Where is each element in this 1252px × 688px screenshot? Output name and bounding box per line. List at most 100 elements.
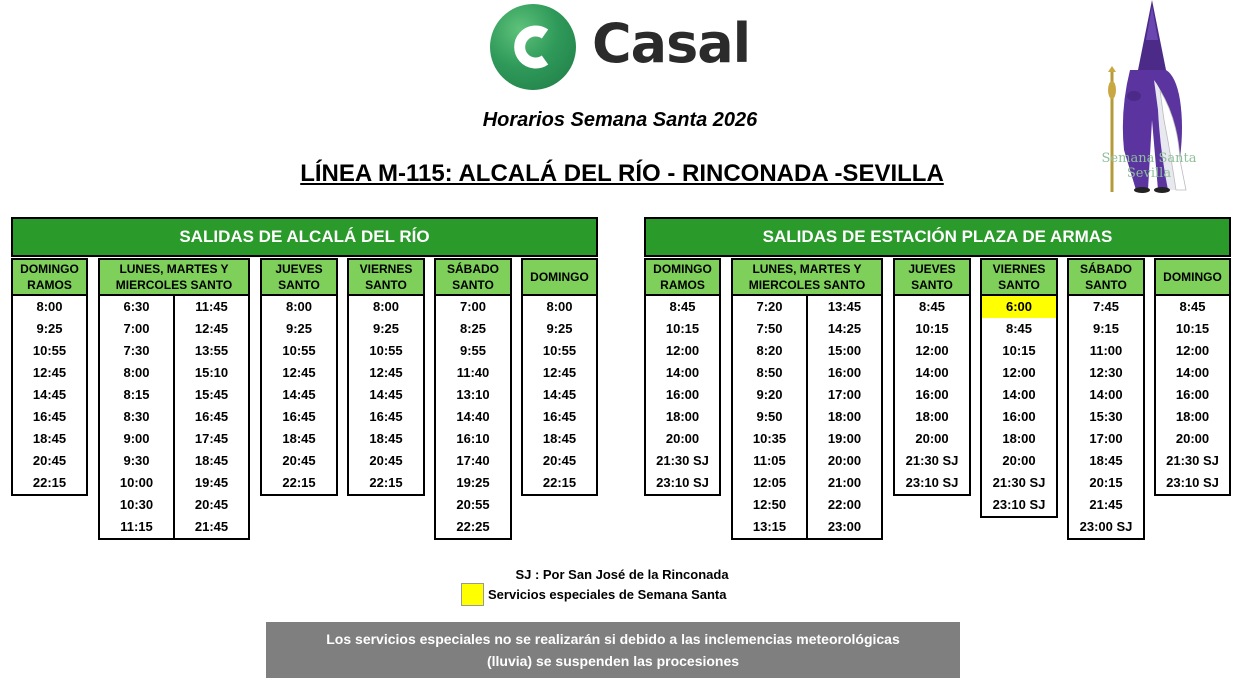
left-section-header: SALIDAS DE ALCALÁ DEL RÍO [11, 217, 598, 257]
time-cell: 11:15 [120, 519, 153, 534]
time-cell: 16:45 [32, 409, 67, 424]
col-header: JUEVES SANTO [262, 260, 336, 296]
time-cell: 14:45 [542, 387, 577, 402]
time-cell: 20:00 [827, 453, 862, 468]
time-cell: 10:55 [542, 343, 577, 358]
time-cell: 17:00 [827, 387, 862, 402]
time-cell: 9:55 [459, 343, 487, 358]
time-cell: 16:00 [915, 387, 949, 402]
time-cell: 15:45 [194, 387, 229, 402]
time-cell: 19:00 [827, 431, 862, 446]
time-cell: 20:45 [542, 453, 577, 468]
time-cell: 9:15 [1092, 321, 1120, 336]
time-cell: 18:45 [32, 431, 67, 446]
col-header: DOMINGO RAMOS [646, 260, 719, 296]
time-cell: 16:00 [1002, 409, 1036, 424]
time-cell: 21:30 SJ [992, 475, 1046, 490]
time-cell: 15:00 [827, 343, 862, 358]
col-header: SÁBADO SANTO [436, 260, 510, 296]
time-cell: 8:00 [372, 299, 400, 314]
nazareno-icon [1108, 0, 1187, 193]
right-col-domingo: DOMINGO 8:45 10:15 12:00 14:00 16:00 18:00 20:… [1154, 258, 1231, 496]
time-cell: 21:45 [1089, 497, 1123, 512]
time-cell: 18:00 [1002, 431, 1036, 446]
time-cell: 12:30 [1089, 365, 1123, 380]
time-cell: 14:00 [665, 365, 700, 380]
col-header: JUEVES SANTO [895, 260, 969, 296]
time-cell: 16:00 [827, 365, 862, 380]
weather-notice: Los servicios especiales no se realizará… [266, 622, 960, 678]
time-cell: 22:00 [827, 497, 862, 512]
time-cell: 23:10 SJ [1166, 475, 1219, 490]
legend-special-swatch [461, 583, 484, 606]
page-subtitle: Horarios Semana Santa 2026 [482, 109, 758, 131]
time-cell: 21:30 SJ [905, 453, 959, 468]
time-cell: 20:45 [369, 453, 403, 468]
time-cell: 18:00 [665, 409, 700, 424]
time-cell: 20:00 [665, 431, 700, 446]
time-cell: 8:45 [918, 299, 946, 314]
time-cell: 7:20 [756, 299, 783, 314]
time-cell: 8:00 [123, 365, 150, 380]
time-cell: 14:40 [456, 409, 490, 424]
left-col-jueves: JUEVES SANTO 8:00 9:25 10:55 12:45 14:45 16:4… [260, 258, 338, 496]
time-cell: 8:45 [1005, 321, 1033, 336]
time-cell: 10:15 [1002, 343, 1036, 358]
time-cell: 12:05 [752, 475, 787, 490]
brand-name: Casal [592, 12, 751, 75]
time-cell: 8:20 [756, 343, 783, 358]
right-col-viernes: VIERNES SANTO 6:00 8:45 10:15 12:00 14:00 16:… [980, 258, 1058, 518]
casal-logo [490, 4, 576, 90]
time-cell: 8:00 [285, 299, 313, 314]
time-cell: 9:30 [123, 453, 150, 468]
time-cell: 20:00 [1002, 453, 1036, 468]
time-cell: 22:15 [32, 475, 67, 490]
time-cell: 11:00 [1089, 343, 1123, 358]
time-cell: 21:30 SJ [1166, 453, 1219, 468]
time-cell: 12:45 [32, 365, 67, 380]
time-cell: 7:00 [123, 321, 150, 336]
time-cell: 14:45 [32, 387, 67, 402]
time-cell: 19:25 [456, 475, 490, 490]
time-cell: 14:00 [1175, 365, 1210, 380]
legend-sj: SJ : Por San José de la Rinconada [515, 567, 729, 582]
time-cell: 9:25 [546, 321, 573, 336]
time-cell: 7:50 [756, 321, 783, 336]
time-cell: 16:00 [665, 387, 700, 402]
time-cell: 10:55 [32, 343, 67, 358]
time-cell: 8:00 [546, 299, 573, 314]
time-cell: 14:45 [369, 387, 403, 402]
time-cell: 10:35 [752, 431, 787, 446]
time-cell: 8:50 [756, 365, 783, 380]
time-cell: 13:15 [752, 519, 787, 534]
time-cell: 6:30 [123, 299, 150, 314]
right-col-domingo-ramos: DOMINGO RAMOS 8:45 10:15 12:00 14:00 16:00 18… [644, 258, 721, 496]
time-cell: 23:10 SJ [905, 475, 959, 490]
time-cell: 16:00 [1175, 387, 1210, 402]
time-cell: 8:30 [123, 409, 150, 424]
time-cell: 18:45 [194, 453, 229, 468]
time-cell: 18:45 [369, 431, 403, 446]
line-title: LÍNEA M-115: ALCALÁ DEL RÍO - RINCONADA … [300, 160, 944, 187]
time-cell: 9:25 [372, 321, 400, 336]
time-cell: 14:25 [827, 321, 862, 336]
time-cell: 16:10 [456, 431, 490, 446]
time-cell: 13:45 [827, 299, 862, 314]
time-cell: 22:15 [282, 475, 316, 490]
time-cell: 10:55 [369, 343, 403, 358]
time-cell: 10:00 [119, 475, 154, 490]
time-cell: 12:45 [194, 321, 229, 336]
time-cell: 16:45 [369, 409, 403, 424]
time-cell: 7:00 [459, 299, 487, 314]
time-cell: 10:55 [282, 343, 316, 358]
time-cell: 12:45 [369, 365, 403, 380]
semana-santa-badge: Semana Santa Sevilla [1094, 151, 1204, 181]
time-cell: 18:45 [542, 431, 577, 446]
time-cell: 10:30 [119, 497, 154, 512]
time-cell: 23:00 [827, 519, 862, 534]
col-header: VIERNES SANTO [349, 260, 423, 296]
time-cell: 23:10 SJ [656, 475, 709, 490]
col-header: LUNES, MARTES Y MIERCOLES SANTO [733, 260, 881, 296]
time-cell: 13:10 [456, 387, 490, 402]
time-cell: 7:45 [1092, 299, 1120, 314]
